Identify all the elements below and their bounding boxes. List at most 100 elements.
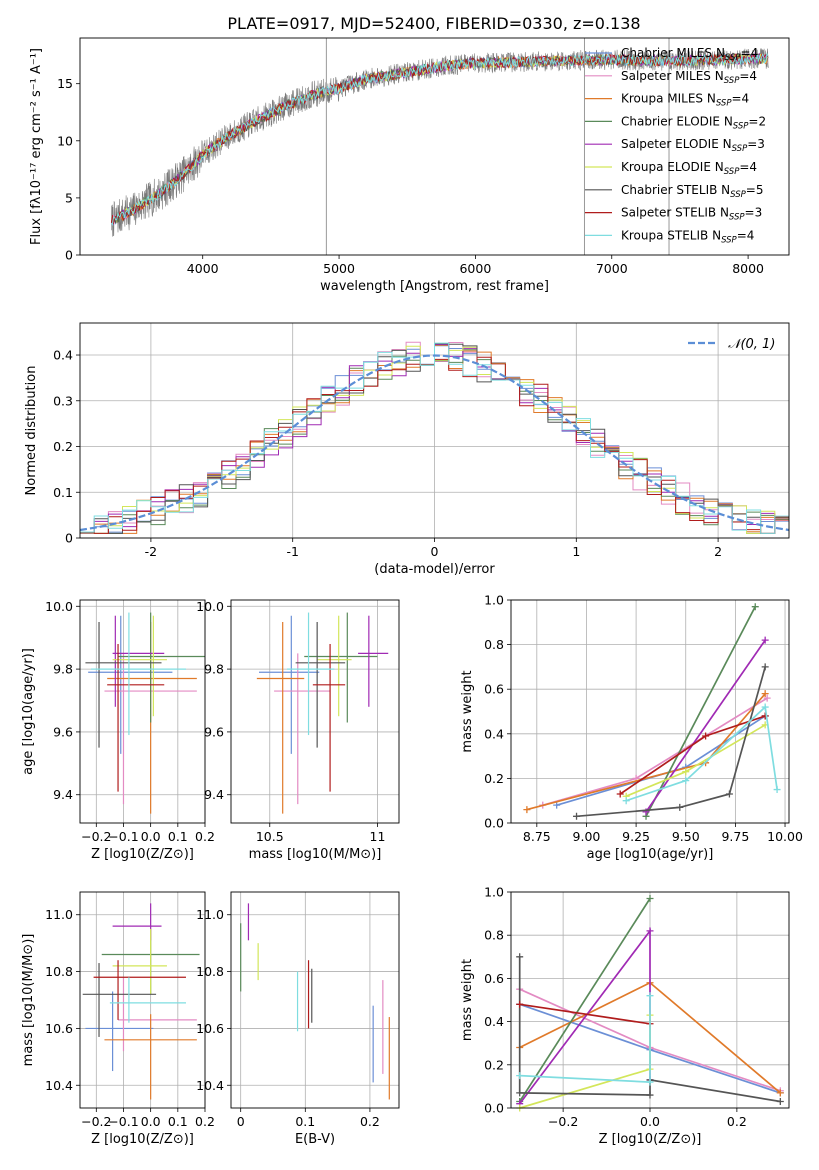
spectrum-ytick-label: 0 <box>65 248 73 263</box>
weight-line <box>519 1003 651 1025</box>
residual_hist-xtick-label: 0 <box>431 544 439 559</box>
weight-point <box>573 812 581 820</box>
weight-point <box>682 768 690 776</box>
weight-point <box>646 992 654 1000</box>
weight_vs_Z-ytick-label: 0.4 <box>484 1014 504 1029</box>
hist-step-line <box>80 342 789 534</box>
mass_vs_ebv-xtick-label: 0.2 <box>360 1114 380 1129</box>
weight_vs_age-ytick-label: 0.4 <box>484 726 504 741</box>
spectrum-axes: 4000 5000 6000 7000 8000 0 5 10 15 wavelength [An… <box>29 37 790 294</box>
mass_vs_Z-xlabel: Z [log10(Z/Z⊙)] <box>91 1132 194 1147</box>
weight-point <box>761 703 769 711</box>
mass_vs_ebv-ytick-label: 11.0 <box>196 907 224 922</box>
weight_vs_Z-ylabel: mass weight <box>460 959 475 1041</box>
age_vs_mass-xtick-label: 10.5 <box>256 829 284 844</box>
residual_hist-ytick-label: 0.4 <box>53 348 73 363</box>
weight_vs_Z-xtick-label: −0.2 <box>548 1114 578 1129</box>
mass_vs_Z-xtick-label: 0.2 <box>195 1114 215 1129</box>
age_vs_Z-ytick-label: 9.6 <box>53 724 73 739</box>
age_vs_Z-xtick-label: 0.2 <box>195 829 215 844</box>
weight-point <box>516 1000 524 1008</box>
age_vs_Z-xtick-label: 0.0 <box>141 829 161 844</box>
weight_vs_Z-xlabel: Z [log10(Z/Z⊙)] <box>599 1132 702 1147</box>
mass_vs_Z-frame <box>79 891 206 1109</box>
weight_vs_Z-series <box>516 894 784 1112</box>
weight_vs_age-xtick-label: 8.75 <box>523 829 551 844</box>
weight-point <box>761 690 769 698</box>
weight-point <box>702 732 710 740</box>
spectrum-xtick-label: 6000 <box>459 261 491 276</box>
weight-point <box>646 1091 654 1099</box>
age_vs_Z-ytick-label: 9.8 <box>53 662 73 677</box>
weight-line <box>518 898 651 1102</box>
weight-point <box>751 603 759 611</box>
weight_vs_age-ytick-label: 0.0 <box>484 816 504 831</box>
weight-point <box>725 790 733 798</box>
weight-point <box>553 801 561 809</box>
weight_vs_Z-ytick-label: 1.0 <box>484 885 504 900</box>
residual_hist-ytick-label: 0.1 <box>53 485 73 500</box>
spectrum-ytick-label: 5 <box>65 190 73 205</box>
residual_hist-series <box>80 341 789 534</box>
residual_hist-axes: -2 -1 0 1 2 0 0.1 0.2 0.3 0.4 (data-model)/error No… <box>24 322 790 577</box>
weight-point <box>523 806 531 814</box>
spectrum-ylabel: Flux [fλ10⁻¹⁷ erg cm⁻² s⁻¹ A⁻¹] <box>29 48 44 245</box>
legend-entry: Chabrier MILES NSSP=4 <box>621 46 758 63</box>
residual_hist-ytick-label: 0.2 <box>53 439 73 454</box>
mass_vs_ebv-ytick-label: 10.8 <box>196 964 224 979</box>
weight-point <box>646 1078 654 1086</box>
mass_vs_ebv-series <box>240 903 390 1100</box>
weight_vs_age-series <box>523 603 781 820</box>
age_vs_Z-series <box>85 612 205 814</box>
weight-point <box>676 803 684 811</box>
residual_hist-xtick-label: 1 <box>572 544 580 559</box>
legend-entry: Salpeter STELIB NSSP=3 <box>621 206 762 223</box>
weight_vs_age-xtick-label: 9.25 <box>622 829 650 844</box>
mass_vs_Z-ytick-label: 10.6 <box>45 1021 73 1036</box>
legend-entry: Chabrier ELODIE NSSP=2 <box>621 114 766 131</box>
mass_vs_Z-axes: −0.2−0.1 0.0 0.1 0.2 10.4 10.6 10.8 11.0 Z [log1… <box>21 891 215 1147</box>
age_vs_mass-frame <box>230 599 400 824</box>
age_vs_Z-frame <box>79 599 206 824</box>
weight-point <box>682 777 690 785</box>
weight_vs_age-xtick-label: 9.50 <box>672 829 700 844</box>
weight-line <box>645 639 766 813</box>
residual_hist-xtick-label: -2 <box>145 544 157 559</box>
legend-entry: Kroupa MILES NSSP=4 <box>621 92 749 109</box>
weight-point <box>516 953 524 961</box>
weight-point <box>763 694 771 702</box>
weight-point <box>516 1072 524 1080</box>
weight-line <box>542 697 768 807</box>
legend-entry: Chabrier STELIB NSSP=5 <box>621 183 763 200</box>
age_vs_Z-ytick-label: 9.4 <box>53 787 73 802</box>
weight_vs_age-ytick-label: 0.8 <box>484 637 504 652</box>
mass_vs_Z-ylabel: mass [log10(M/M⊙)] <box>21 934 36 1067</box>
mass_vs_Z-xtick-label: 0.1 <box>168 1114 188 1129</box>
weight-line <box>645 606 756 817</box>
weight-point <box>761 636 769 644</box>
age_vs_mass-ytick-label: 9.4 <box>204 787 224 802</box>
mass_vs_ebv-xtick-label: 0 <box>237 1114 245 1129</box>
age_vs_Z-xtick-label: 0.1 <box>168 829 188 844</box>
weight_vs_Z-frame <box>510 891 790 1109</box>
mass_vs_Z-ytick-label: 10.4 <box>45 1078 73 1093</box>
weight_vs_Z-axes: −0.2 0.0 0.2 0.0 0.2 0.4 0.6 0.8 1.0 Z [log10(Z/Z… <box>460 885 790 1147</box>
weight_vs_Z-ytick-label: 0.6 <box>484 971 504 986</box>
spectrum-ytick-label: 10 <box>57 133 73 148</box>
weight-point <box>616 790 624 798</box>
weight_vs_age-ytick-label: 0.2 <box>484 771 504 786</box>
mass_vs_ebv-xlabel: E(B-V) <box>295 1132 335 1147</box>
mass_vs_Z-ytick-label: 10.8 <box>45 964 73 979</box>
weight_vs_age-xtick-label: 9.00 <box>573 829 601 844</box>
weight_vs_age-ylabel: mass weight <box>460 670 475 752</box>
legend-entry: Salpeter ELODIE NSSP=3 <box>621 137 765 154</box>
spectrum-xlabel: wavelength [Angstrom, rest frame] <box>320 279 549 294</box>
mass_vs_Z-series <box>82 903 200 1100</box>
weight-point <box>646 894 654 902</box>
spectrum-ytick-label: 15 <box>57 76 73 91</box>
age_vs_Z-ylabel: age [log10(age/yr)] <box>21 648 36 775</box>
age_vs_mass-xtick-label: 11 <box>370 829 386 844</box>
spectrum-model-line <box>110 53 769 224</box>
residual_hist-ylabel: Normed distribution <box>24 366 39 496</box>
legend-entry: Salpeter MILES NSSP=4 <box>621 69 757 86</box>
